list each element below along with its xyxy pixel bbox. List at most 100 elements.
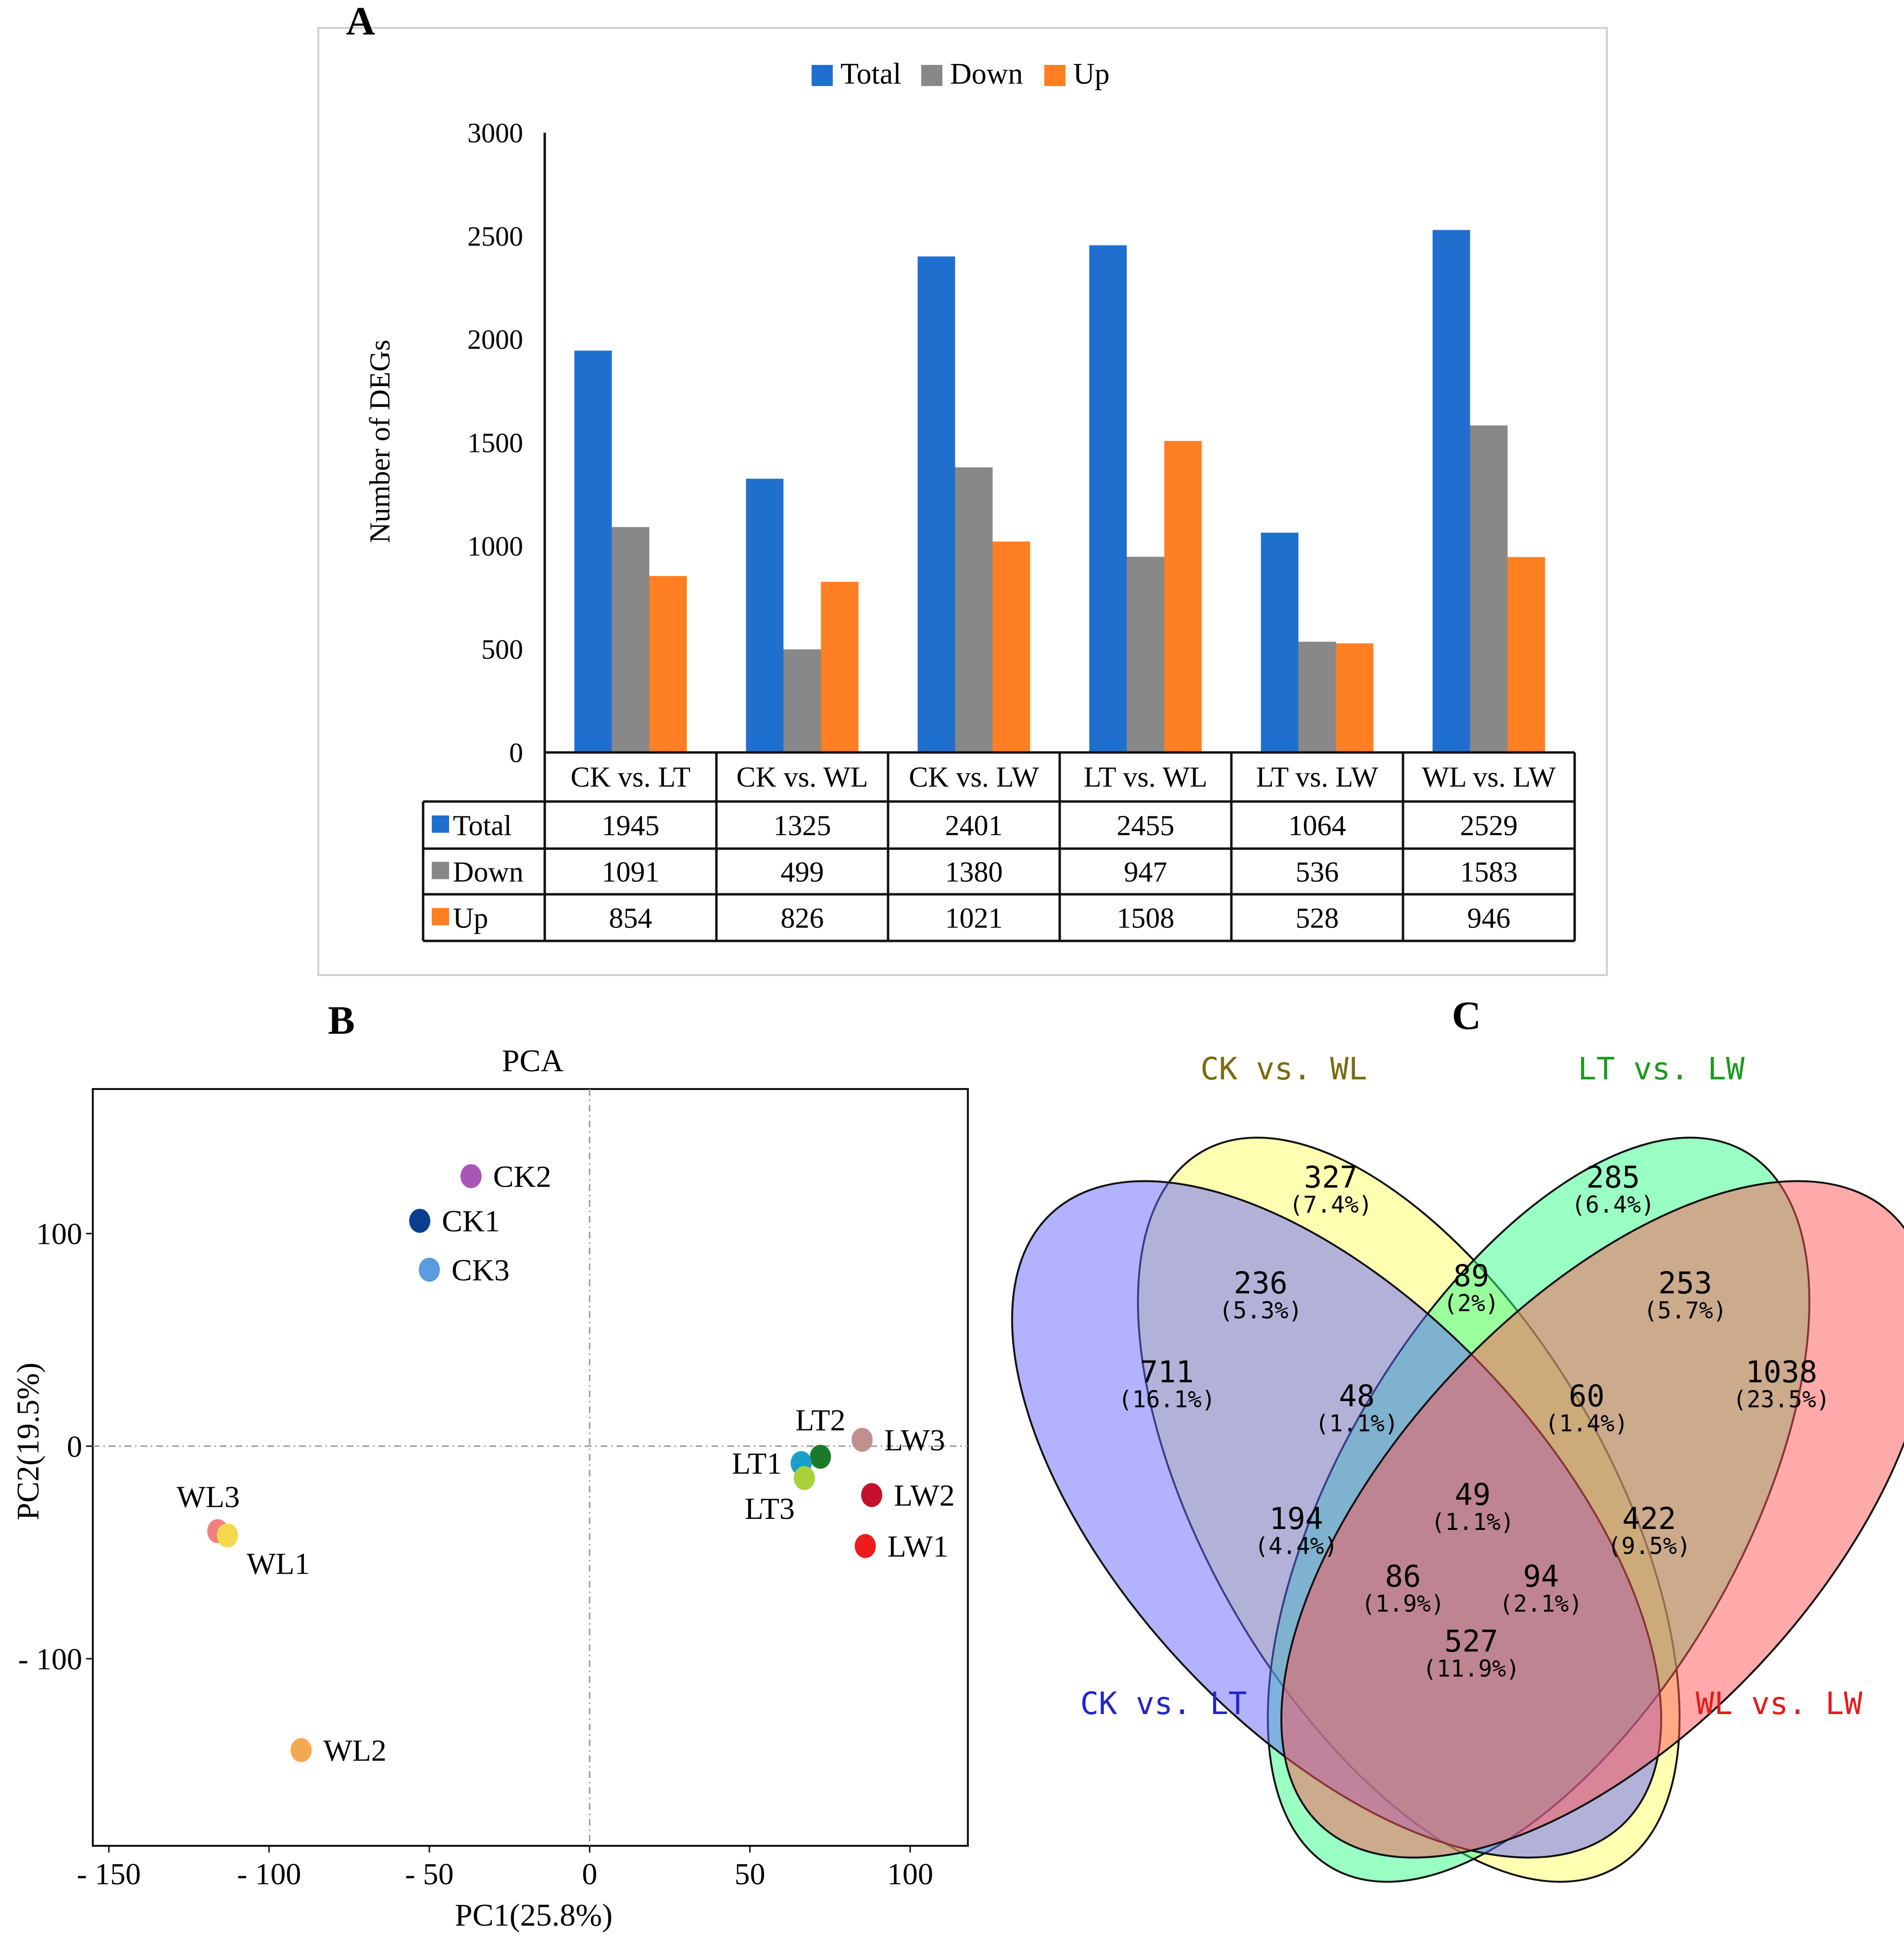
table-header-wl-vs-lw: WL vs. LW <box>1422 761 1556 793</box>
pca-y-tick-label: 0 <box>67 1429 82 1464</box>
bar-chart-data-table: CK vs. LT CK vs. WL CK vs. LW LT vs. WL LT v… <box>422 751 1576 942</box>
table-cell-down-lt-vs-lw: 536 <box>1296 856 1339 888</box>
y-tick-label-2000: 2000 <box>467 324 523 355</box>
bar-ck-vs-lw-down <box>955 467 993 752</box>
table-row-label-total: Total <box>453 810 512 841</box>
table-cell-total-lt-vs-lw: 1064 <box>1289 810 1346 841</box>
venn-region-percent: (1.9%) <box>1361 1590 1444 1617</box>
venn-region-percent: (4.4%) <box>1254 1533 1338 1560</box>
venn-set-labels: CK vs. WL LT vs. LW CK vs. LT WL vs. LW <box>1080 1052 1863 1722</box>
venn-region-count: 253 <box>1658 1265 1712 1301</box>
bar-chart-legend: Total Down Up <box>812 58 1110 90</box>
venn-ellipses <box>1011 1137 1904 1883</box>
pca-point-lw1 <box>854 1534 876 1558</box>
pca-x-axis-label: PC1(25.8%) <box>455 1898 613 1933</box>
table-row-swatch-down <box>432 862 449 879</box>
bar-chart-y-ticks: 0 500 1000 1500 2000 2500 3000 <box>467 117 546 768</box>
venn-region-count: 327 <box>1304 1160 1358 1195</box>
table-cell-up-wl-vs-lw: 946 <box>1467 902 1511 934</box>
venn-ellipse-wl-vs-lw <box>1280 1180 1904 1859</box>
pca-point-ck1 <box>409 1209 430 1233</box>
table-header-lt-vs-wl: LT vs. WL <box>1084 761 1207 793</box>
table-row-label-down: Down <box>453 856 524 888</box>
venn-region-percent: (1.4%) <box>1545 1410 1628 1437</box>
table-cell-down-ck-vs-wl: 499 <box>781 856 824 888</box>
bar-ck-vs-wl-down <box>783 649 821 752</box>
venn-region-count: 89 <box>1453 1258 1490 1293</box>
pca-x-tick-label: 100 <box>887 1857 933 1891</box>
bar-lt-vs-wl-up <box>1164 441 1202 752</box>
venn-region-percent: (2%) <box>1443 1290 1499 1317</box>
venn-region-count: 86 <box>1385 1559 1421 1594</box>
bar-wl-vs-lw-total <box>1432 230 1470 752</box>
table-cell-up-ck-vs-wl: 826 <box>781 902 824 934</box>
pca-axis-ticks: - 150 - 100 - 50 0 50 100 100 0 - 100 <box>18 1217 933 1891</box>
table-cell-total-lt-vs-wl: 2455 <box>1117 810 1175 841</box>
pca-point-label-lt2: LT2 <box>795 1403 845 1437</box>
pca-x-tick-label: - 100 <box>237 1857 301 1891</box>
table-header-lt-vs-lw: LT vs. LW <box>1256 761 1378 793</box>
bar-lt-vs-wl-down <box>1127 557 1165 752</box>
pca-title: PCA <box>502 1043 564 1078</box>
venn-region-percent: (1.1%) <box>1315 1410 1398 1437</box>
table-cell-down-ck-vs-lt: 1091 <box>602 856 660 888</box>
table-cell-down-wl-vs-lw: 1583 <box>1460 856 1518 888</box>
pca-point-label-lw1: LW1 <box>888 1529 949 1564</box>
pca-point-lw3 <box>852 1428 873 1452</box>
table-cell-total-wl-vs-lw: 2529 <box>1460 810 1518 841</box>
table-cell-total-ck-vs-lw: 2401 <box>945 810 1003 841</box>
pca-point-ck3 <box>419 1257 440 1282</box>
pca-point-label-ck1: CK1 <box>442 1204 500 1238</box>
table-cell-total-ck-vs-wl: 1325 <box>774 810 831 841</box>
pca-point-label-lw2: LW2 <box>894 1478 955 1512</box>
table-cell-up-ck-vs-lt: 854 <box>609 902 652 934</box>
table-cell-up-lt-vs-wl: 1508 <box>1117 902 1175 934</box>
table-row-swatch-total <box>432 815 449 833</box>
table-cell-down-lt-vs-wl: 947 <box>1124 856 1167 888</box>
venn-region-percent: (2.1%) <box>1499 1590 1582 1617</box>
pca-point-label-ck2: CK2 <box>493 1159 551 1193</box>
pca-point-label-lt1: LT1 <box>732 1446 782 1480</box>
legend-label-up: Up <box>1073 58 1110 90</box>
venn-set-label-ck-vs-wl: CK vs. WL <box>1201 1052 1367 1087</box>
venn-region-count: 422 <box>1622 1501 1676 1536</box>
pca-point-lt2 <box>810 1444 831 1469</box>
pca-point-wl1 <box>217 1523 238 1548</box>
pca-point-lw2 <box>861 1483 882 1507</box>
table-row-label-up: Up <box>453 902 488 934</box>
table-cell-total-ck-vs-lt: 1945 <box>602 810 660 841</box>
venn-region-count: 527 <box>1444 1624 1498 1659</box>
y-tick-label-1500: 1500 <box>467 427 523 459</box>
venn-region-count: 236 <box>1234 1265 1288 1301</box>
y-tick-label-1000: 1000 <box>467 530 523 562</box>
y-tick-label-500: 500 <box>481 634 523 665</box>
bar-chart-bars <box>574 230 1545 752</box>
venn-region-percent: (7.4%) <box>1289 1191 1372 1218</box>
y-tick-label-2500: 2500 <box>467 221 523 252</box>
pca-point-label-wl2: WL2 <box>323 1733 387 1767</box>
venn-region-count: 194 <box>1269 1501 1323 1536</box>
venn-region-percent: (6.4%) <box>1571 1191 1654 1218</box>
legend-swatch-total <box>812 65 833 86</box>
venn-set-label-ck-vs-lt: CK vs. LT <box>1080 1686 1247 1722</box>
venn-region-count: 49 <box>1455 1477 1491 1512</box>
bar-lt-vs-lw-up <box>1336 643 1374 752</box>
venn-region-count: 48 <box>1339 1378 1375 1414</box>
pca-point-ck2 <box>460 1164 482 1189</box>
bar-ck-vs-lt-total <box>574 351 612 752</box>
table-row-swatch-up <box>432 908 449 926</box>
venn-region-count: 60 <box>1569 1378 1605 1414</box>
legend-swatch-down <box>921 65 942 86</box>
bar-ck-vs-wl-total <box>746 478 784 752</box>
venn-region-percent: (16.1%) <box>1118 1386 1215 1413</box>
bar-ck-vs-lt-up <box>649 576 687 752</box>
pca-y-tick-label: 100 <box>36 1217 82 1251</box>
venn-region-percent: (5.7%) <box>1643 1297 1727 1324</box>
pca-point-lt3 <box>794 1466 815 1490</box>
panel-a-letter: A <box>346 0 376 44</box>
bar-wl-vs-lw-up <box>1507 557 1545 752</box>
pca-x-tick-label: - 150 <box>77 1857 141 1891</box>
pca-x-tick-label: 0 <box>582 1857 597 1891</box>
